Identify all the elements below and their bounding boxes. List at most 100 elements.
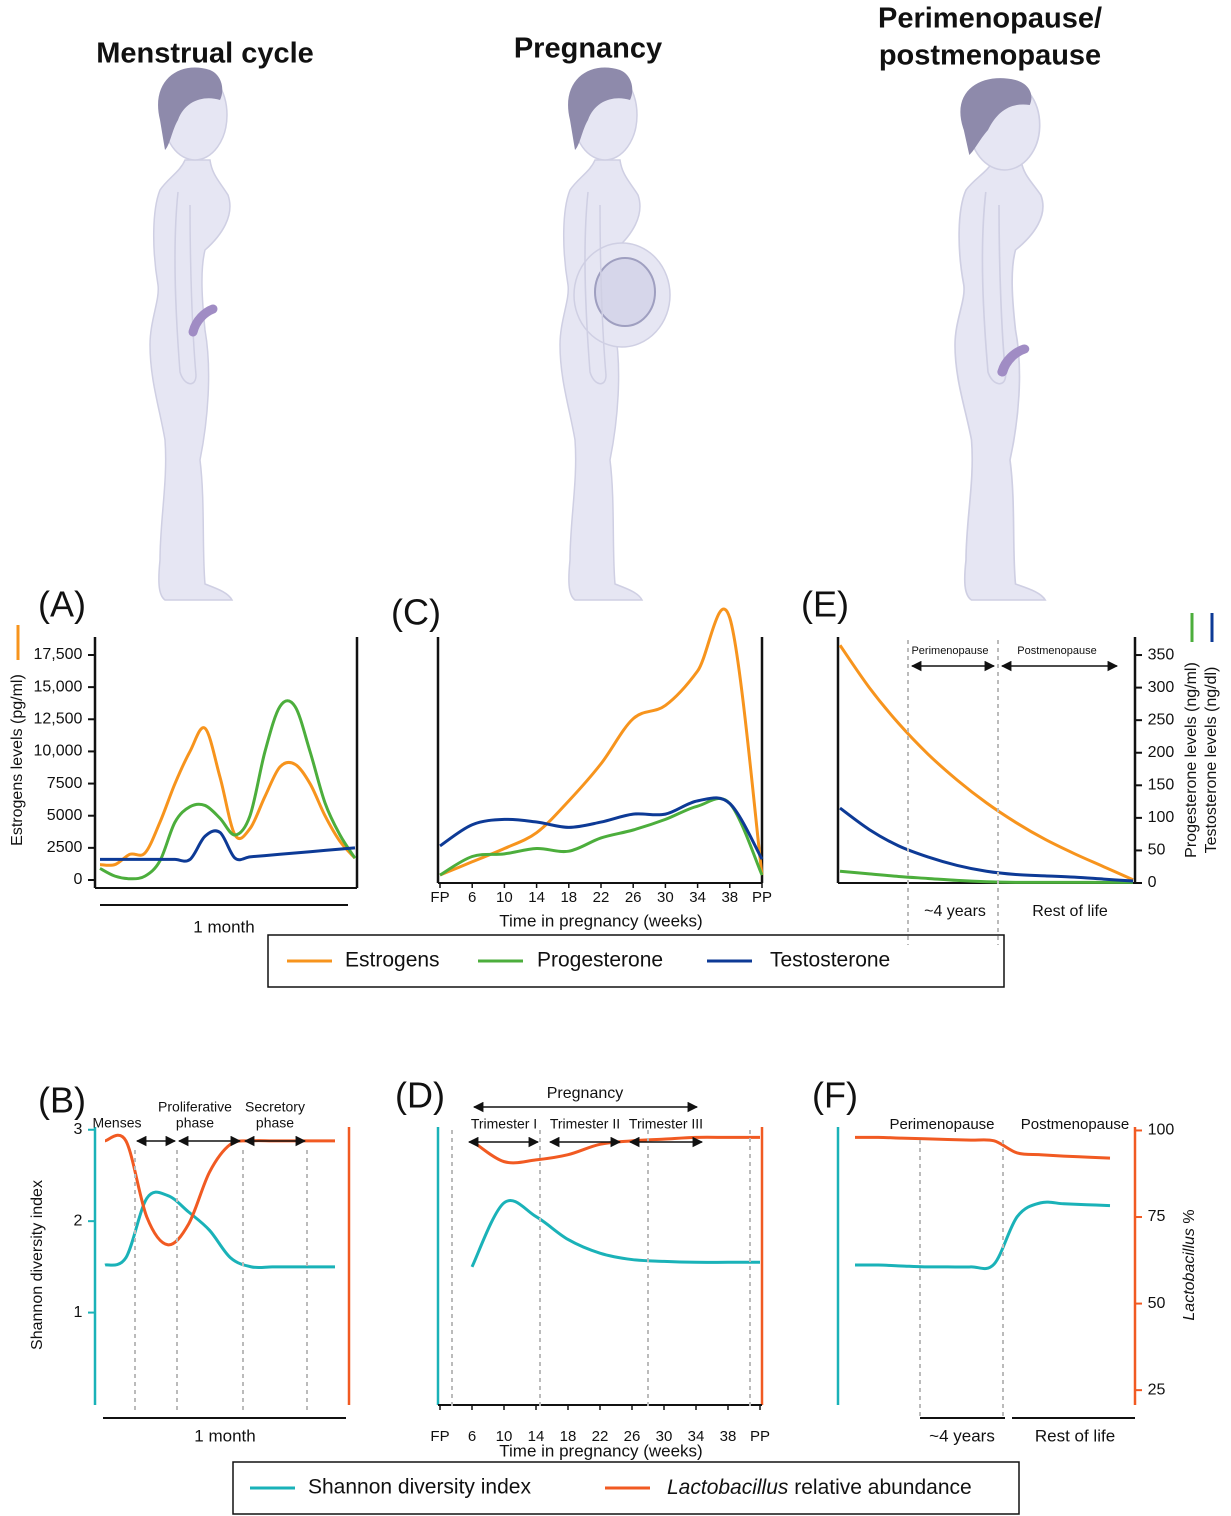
y-tick-label: 2: [73, 1212, 82, 1229]
panel-label: (D): [395, 1075, 445, 1116]
line-series: [839, 869, 1133, 884]
figure-pregnancy: [559, 67, 671, 601]
y-tick-label: 100: [1148, 809, 1175, 826]
y-axis-label: Lactobacillus %: [1181, 1209, 1198, 1320]
x-tick-label: 26: [624, 1428, 641, 1445]
phase-label: Postmenopause: [1017, 645, 1097, 657]
legend-label: Shannon diversity index: [308, 1476, 531, 1499]
phase-label: Trimester I: [471, 1116, 537, 1132]
x-tick-label: 22: [593, 889, 610, 906]
y-tick-label: 2500: [47, 839, 83, 856]
x-axis-label: Time in pregnancy (weeks): [499, 911, 702, 930]
line-series: [104, 1133, 335, 1247]
column-title: Menstrual cycle: [96, 38, 314, 70]
duration-label: Rest of life: [1035, 1426, 1115, 1445]
y-tick-label: 50: [1148, 842, 1166, 859]
x-tick-label: PP: [752, 889, 772, 906]
legend-label: Lactobacillus relative abundance: [667, 1476, 972, 1499]
line-series: [854, 1200, 1111, 1271]
x-tick-label: 14: [528, 1428, 545, 1445]
line-series: [471, 1135, 760, 1165]
column-title: Perimenopause/: [878, 3, 1102, 35]
line-series: [99, 699, 357, 881]
x-tick-label: 14: [528, 889, 545, 906]
y-axis-label: Testosterone levels (ng/dl): [1203, 667, 1220, 854]
duration-label: Rest of life: [1032, 903, 1108, 920]
y-axis-label: Shannon diversity index: [29, 1180, 46, 1350]
column-title: Pregnancy: [514, 33, 662, 65]
x-tick-label: FP: [430, 889, 449, 906]
x-axis-label: 1 month: [193, 917, 254, 936]
x-axis-label: Time in pregnancy (weeks): [499, 1441, 702, 1460]
panel-label: (C): [391, 592, 441, 633]
line-series: [854, 1135, 1111, 1160]
line-series: [439, 796, 764, 860]
figure-menstrual: [149, 67, 234, 601]
x-tick-label: 10: [496, 1428, 513, 1445]
line-series: [439, 607, 764, 877]
span-label: Pregnancy: [547, 1085, 624, 1102]
line-series: [99, 726, 357, 867]
phase-label: Postmenopause: [1021, 1116, 1129, 1133]
x-tick-label: 38: [720, 1428, 737, 1445]
x-tick-label: 30: [656, 1428, 673, 1445]
panel-label: (A): [38, 584, 86, 625]
line-series: [100, 829, 356, 863]
column-title: postmenopause: [879, 40, 1101, 72]
x-tick-label: 18: [560, 889, 577, 906]
y-tick-label: 0: [1148, 874, 1157, 891]
legend-label: Progesterone: [537, 949, 663, 972]
phase-label: Menses: [92, 1115, 141, 1131]
x-tick-label: 34: [688, 1428, 705, 1445]
y-tick-label: 17,500: [33, 646, 82, 663]
figure-menopause: [954, 78, 1047, 601]
x-tick-label: 38: [721, 889, 738, 906]
x-tick-label: 6: [468, 889, 476, 906]
phase-label: Proliferative: [158, 1099, 232, 1115]
y-tick-label: 75: [1148, 1208, 1166, 1225]
x-tick-label: PP: [750, 1428, 770, 1445]
phase-label: Trimester III: [629, 1116, 703, 1132]
duration-label: ~4 years: [924, 903, 986, 920]
phase-label: phase: [256, 1115, 294, 1131]
legend-label: Testosterone: [770, 949, 890, 972]
x-tick-label: 34: [689, 889, 706, 906]
phase-label: Trimester II: [550, 1116, 620, 1132]
y-tick-label: 150: [1148, 777, 1175, 794]
panel-label: (E): [801, 584, 849, 625]
x-tick-label: 6: [468, 1428, 476, 1445]
y-tick-label: 350: [1148, 646, 1175, 663]
y-tick-label: 1: [73, 1304, 82, 1321]
y-tick-label: 10,000: [33, 743, 82, 760]
y-tick-label: 7500: [47, 775, 83, 792]
y-tick-label: 12,500: [33, 710, 82, 727]
y-tick-label: 5000: [47, 807, 83, 824]
y-tick-label: 50: [1148, 1295, 1166, 1312]
line-series: [838, 644, 1134, 882]
legend-box: [267, 934, 1005, 988]
line-series: [104, 1190, 335, 1270]
y-axis-label: Progesterone levels (ng/ml): [1183, 662, 1200, 858]
line-series: [470, 1199, 760, 1268]
duration-label: ~4 years: [929, 1426, 995, 1445]
line-series: [839, 806, 1134, 883]
x-tick-label: 18: [560, 1428, 577, 1445]
y-axis-label: Estrogens levels (pg/ml): [9, 674, 26, 846]
panel-label: (F): [812, 1075, 858, 1116]
y-tick-label: 15,000: [33, 678, 82, 695]
x-tick-label: 10: [496, 889, 513, 906]
y-tick-label: 0: [73, 871, 82, 888]
y-tick-label: 100: [1148, 1122, 1175, 1139]
x-axis-label: 1 month: [194, 1426, 255, 1445]
y-tick-label: 3: [73, 1121, 82, 1138]
panel-label: (B): [38, 1080, 86, 1121]
line-series: [439, 797, 764, 877]
phase-label: Secretory: [245, 1099, 305, 1115]
phase-label: Perimenopause: [889, 1116, 994, 1133]
y-tick-label: 200: [1148, 744, 1175, 761]
x-tick-label: 22: [592, 1428, 609, 1445]
x-tick-label: 30: [657, 889, 674, 906]
legend-label: Estrogens: [345, 949, 440, 972]
